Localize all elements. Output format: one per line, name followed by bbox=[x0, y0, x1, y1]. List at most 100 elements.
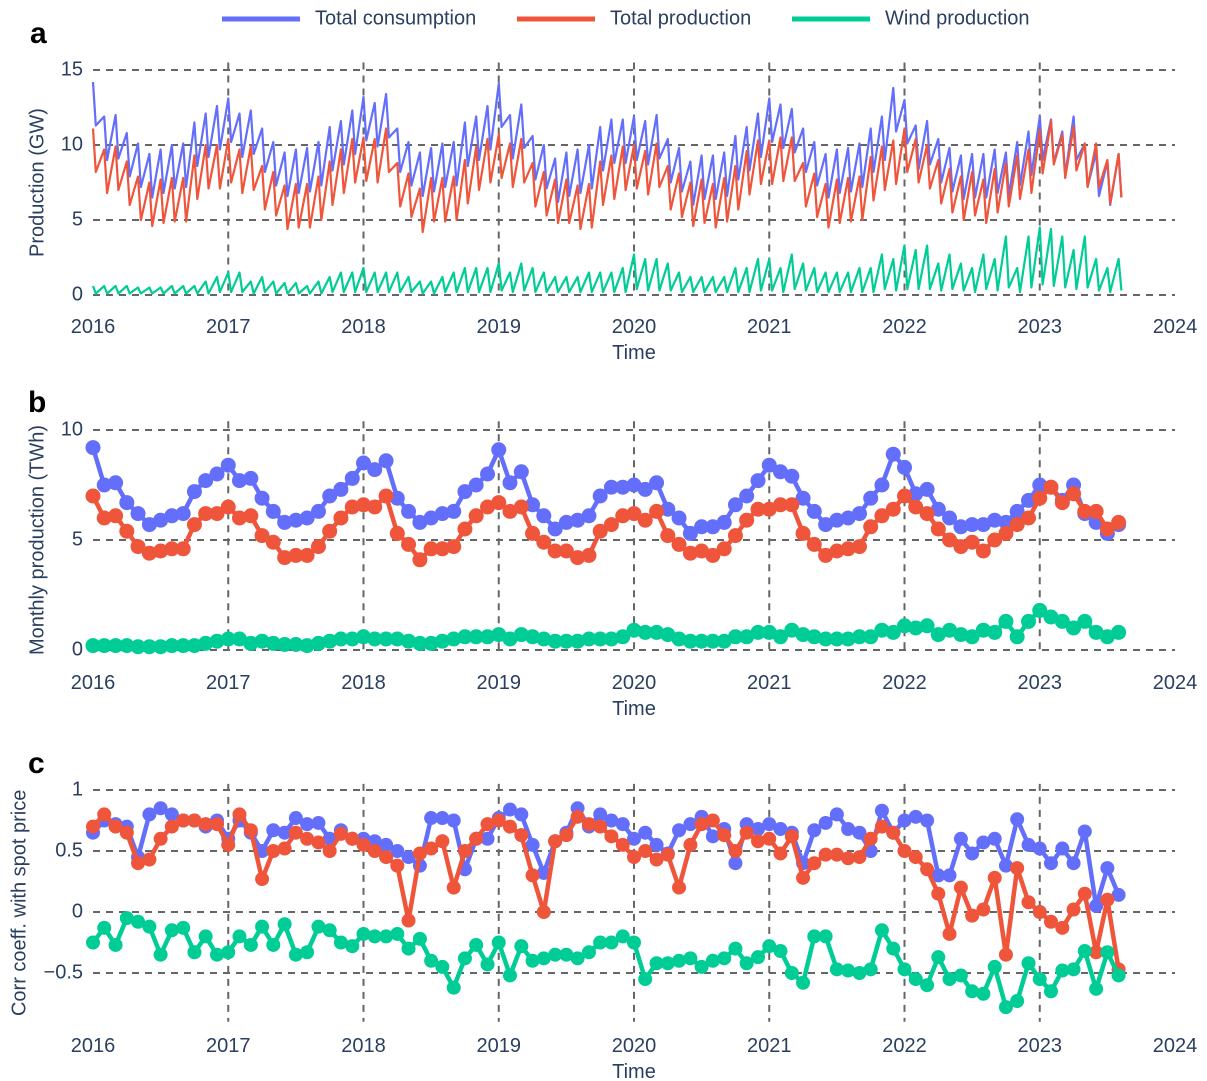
data-point bbox=[96, 638, 112, 654]
data-point bbox=[356, 629, 371, 645]
data-point bbox=[592, 631, 608, 647]
data-point bbox=[175, 541, 191, 557]
data-point bbox=[728, 941, 743, 956]
data-point bbox=[457, 844, 472, 858]
data-point bbox=[345, 939, 360, 954]
data-point bbox=[243, 508, 259, 524]
data-point bbox=[1032, 972, 1047, 987]
data-point bbox=[378, 631, 394, 647]
data-point bbox=[581, 631, 597, 647]
data-point bbox=[288, 547, 304, 563]
data-point bbox=[333, 935, 348, 950]
data-point bbox=[108, 475, 124, 491]
data-point bbox=[604, 829, 619, 844]
data-point bbox=[186, 517, 202, 533]
data-point bbox=[1054, 613, 1070, 629]
data-point bbox=[480, 817, 495, 832]
x-tick-label: 2022 bbox=[882, 316, 927, 338]
data-point bbox=[322, 633, 338, 649]
data-point bbox=[514, 828, 529, 843]
data-point bbox=[852, 825, 867, 840]
data-point bbox=[942, 926, 957, 941]
y-tick-label: 5 bbox=[72, 528, 83, 550]
data-point bbox=[705, 829, 720, 844]
data-point bbox=[221, 837, 236, 852]
data-point bbox=[953, 831, 968, 846]
data-point bbox=[1077, 886, 1092, 901]
data-point bbox=[266, 823, 281, 838]
data-point bbox=[153, 639, 169, 655]
data-point bbox=[469, 831, 484, 846]
data-point bbox=[310, 635, 326, 651]
data-point bbox=[311, 815, 326, 830]
x-tick-label: 2018 bbox=[341, 316, 386, 338]
data-point bbox=[885, 624, 901, 640]
data-point bbox=[886, 941, 901, 956]
data-point bbox=[1043, 914, 1058, 929]
data-point bbox=[536, 508, 552, 524]
x-tick-label: 2018 bbox=[341, 1035, 386, 1057]
data-point bbox=[705, 953, 720, 968]
data-point bbox=[908, 972, 923, 987]
data-point bbox=[176, 920, 191, 935]
data-point bbox=[423, 541, 439, 557]
data-point bbox=[705, 813, 720, 828]
data-point bbox=[390, 858, 405, 873]
data-point bbox=[874, 508, 890, 524]
data-point bbox=[558, 543, 574, 559]
legend-label: Total production bbox=[610, 7, 751, 29]
data-point bbox=[1032, 841, 1047, 856]
data-point bbox=[401, 913, 416, 928]
data-point bbox=[638, 844, 653, 858]
data-point bbox=[649, 956, 664, 971]
data-point bbox=[1010, 994, 1025, 1009]
data-point bbox=[401, 633, 417, 649]
data-point bbox=[739, 512, 755, 528]
x-tick-label: 2023 bbox=[1018, 672, 1063, 694]
data-point bbox=[401, 536, 417, 552]
data-point bbox=[536, 905, 551, 919]
data-point bbox=[176, 813, 191, 828]
data-point bbox=[818, 815, 833, 830]
data-point bbox=[209, 633, 225, 649]
data-point bbox=[1100, 892, 1115, 907]
data-point bbox=[1054, 495, 1070, 511]
data-point bbox=[288, 811, 303, 826]
x-tick-label: 2024 bbox=[1153, 1035, 1198, 1057]
data-point bbox=[727, 528, 743, 544]
data-point bbox=[818, 547, 834, 563]
data-point bbox=[795, 490, 811, 506]
legend-label: Wind production bbox=[885, 7, 1030, 29]
data-point bbox=[964, 629, 980, 645]
data-point bbox=[356, 926, 371, 941]
data-point bbox=[1077, 944, 1092, 959]
data-point bbox=[412, 635, 428, 651]
x-tick-label: 2020 bbox=[612, 316, 657, 338]
data-point bbox=[953, 880, 968, 895]
data-point bbox=[840, 510, 856, 526]
data-point bbox=[525, 497, 541, 513]
data-point bbox=[119, 911, 134, 926]
data-point bbox=[604, 935, 619, 950]
data-point bbox=[806, 503, 822, 519]
data-point bbox=[637, 624, 653, 640]
data-point bbox=[751, 950, 766, 965]
x-tick-label: 2021 bbox=[747, 672, 792, 694]
data-point bbox=[220, 631, 236, 647]
x-tick-label: 2021 bbox=[747, 316, 792, 338]
data-point bbox=[592, 523, 608, 539]
data-point bbox=[908, 809, 923, 824]
data-point bbox=[142, 807, 157, 822]
data-point bbox=[750, 501, 766, 517]
data-point bbox=[424, 841, 439, 856]
data-point bbox=[322, 923, 337, 938]
data-point bbox=[299, 638, 315, 654]
data-point bbox=[626, 506, 642, 522]
data-point bbox=[311, 919, 326, 934]
y-tick-label: −0.5 bbox=[44, 961, 83, 983]
data-point bbox=[1009, 517, 1025, 533]
data-point bbox=[615, 837, 630, 852]
data-point bbox=[773, 846, 788, 861]
data-point bbox=[446, 880, 461, 895]
data-point bbox=[1032, 477, 1048, 493]
